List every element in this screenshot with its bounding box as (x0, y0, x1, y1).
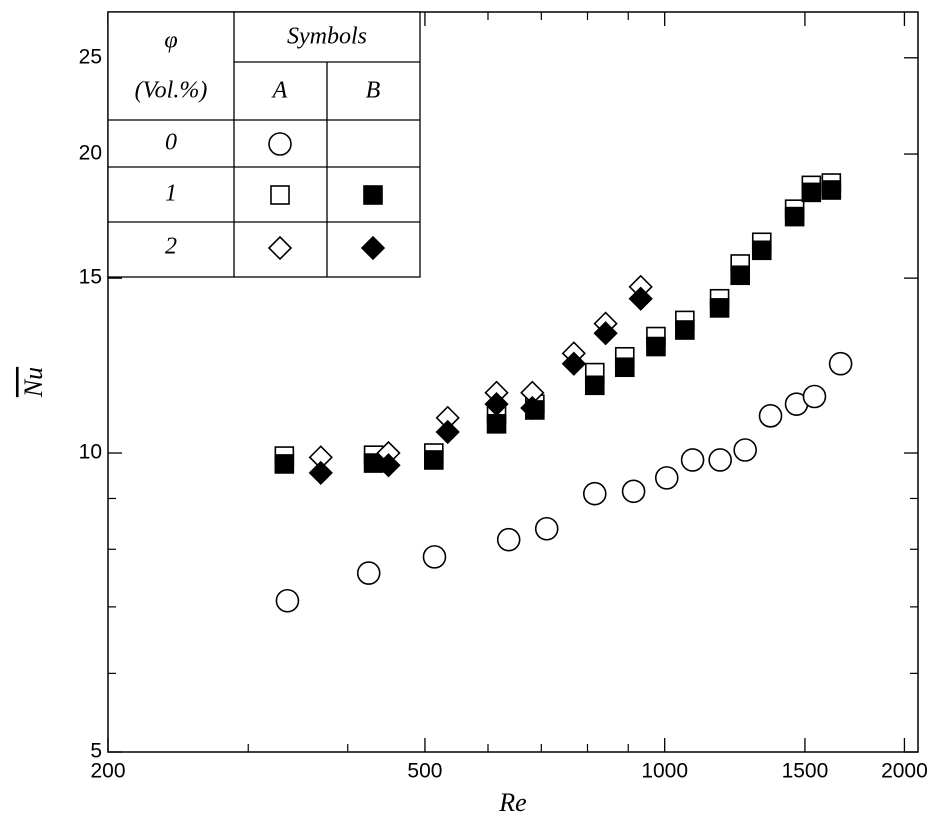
x-tick-label: 1000 (641, 760, 688, 783)
square-marker (751, 240, 772, 261)
y-tick-label: 5 (90, 740, 102, 763)
circle-marker (680, 448, 705, 472)
square-marker (675, 320, 695, 340)
square-marker (784, 206, 805, 227)
diamond-marker (628, 286, 653, 311)
x-tick-label: 200 (90, 760, 125, 783)
circle-marker (802, 384, 827, 409)
square-marker (801, 182, 822, 203)
legend-group: Symbols (287, 24, 367, 50)
circle-marker (621, 479, 646, 504)
plot-frame (107, 11, 919, 753)
y-tick-label: 15 (79, 266, 102, 289)
legend-unit: (Vol.%) (135, 78, 208, 104)
legend-row: 0 (165, 130, 177, 156)
diamond-marker (561, 351, 586, 376)
square-marker (730, 265, 751, 286)
circle-marker (828, 351, 853, 376)
legend-marker (270, 185, 290, 205)
y-tick-label: 10 (79, 441, 102, 464)
diamond-marker (376, 453, 401, 478)
x-tick-label: 1500 (782, 760, 829, 783)
circle-marker (275, 588, 300, 613)
legend-row: 1 (165, 181, 177, 207)
circle-marker (654, 466, 679, 490)
legend-column: A (271, 78, 288, 104)
square-marker (709, 298, 730, 318)
legend-table (107, 11, 421, 278)
square-marker (486, 414, 507, 434)
diamond-marker (593, 321, 618, 346)
x-tick-label: 2000 (881, 760, 928, 783)
square-marker (274, 454, 295, 474)
circle-marker (758, 404, 783, 428)
circle-marker (534, 516, 559, 541)
legend-marker (363, 185, 383, 205)
diamond-marker (308, 460, 333, 486)
x-tick-label: 500 (407, 760, 442, 783)
diamond-marker (435, 419, 460, 445)
square-marker (646, 336, 666, 357)
circle-marker (582, 481, 607, 506)
circle-marker (708, 448, 732, 472)
square-marker (821, 180, 842, 200)
square-marker (614, 357, 635, 378)
square-marker (424, 450, 444, 470)
y-axis-label: Nu (19, 367, 48, 398)
legend-title: φ (164, 28, 177, 54)
circle-marker (422, 545, 447, 569)
legend-column: B (366, 78, 381, 104)
legend-marker (360, 235, 386, 261)
circle-marker (496, 527, 521, 552)
y-tick-label: 20 (79, 142, 102, 165)
diamond-marker (484, 392, 509, 417)
circle-marker (733, 438, 757, 462)
legend-marker (267, 235, 293, 261)
diamond-marker (520, 395, 545, 421)
square-marker (584, 375, 605, 396)
x-axis-label: Re (498, 788, 526, 817)
circle-marker (356, 561, 381, 585)
legend-marker (268, 132, 292, 156)
legend-row: 2 (165, 234, 177, 260)
y-tick-label: 25 (79, 45, 102, 68)
